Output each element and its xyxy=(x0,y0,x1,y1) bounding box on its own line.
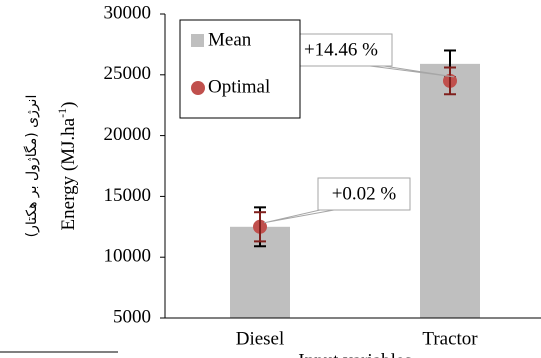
legend-swatch xyxy=(191,81,205,95)
legend-swatch xyxy=(191,34,204,47)
y-tick-label: 15000 xyxy=(104,185,152,206)
y-tick-label: 5000 xyxy=(113,306,151,327)
annotation: +0.02 % xyxy=(332,183,397,204)
y-axis-label: Energy (MJ.ha-1) xyxy=(55,102,80,231)
y-tick-label: 20000 xyxy=(104,124,152,145)
x-axis-label: Input variables xyxy=(298,350,411,358)
x-tick-label: Tractor xyxy=(422,328,478,349)
annotation: +14.46 % xyxy=(304,39,378,60)
bar xyxy=(420,63,480,318)
y-tick-label: 25000 xyxy=(104,63,152,84)
legend-label: Mean xyxy=(208,29,252,50)
callout-leader xyxy=(263,209,335,224)
y-tick-label: 10000 xyxy=(104,246,152,267)
y-axis-label-fa: انرژی (مگاژول بر هکتار) xyxy=(23,95,40,238)
callout-box xyxy=(289,33,393,67)
callout-box xyxy=(317,177,411,211)
legend-label: Optimal xyxy=(208,76,270,97)
x-tick-label: Diesel xyxy=(236,328,285,349)
y-tick-label: 30000 xyxy=(104,2,152,23)
